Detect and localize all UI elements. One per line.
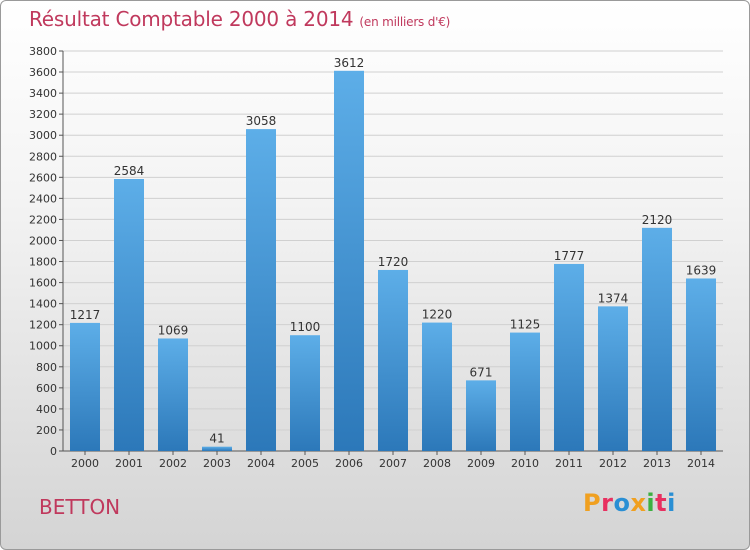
bar-2014 [686,278,716,451]
data-label-2007: 1720 [378,255,409,269]
y-tick-labels: 0 200 400 600 800 1000 1200 1400 1600 1800 2000 220… [29,45,57,458]
chart-subtitle: (en milliers d'€) [359,15,451,29]
y-tick-label: 1800 [29,256,57,269]
data-label-2003: 41 [209,432,224,446]
x-tick-label-2002: 2002 [159,457,187,470]
data-label-2001: 2584 [114,164,145,178]
bar-2012 [598,306,628,451]
data-label-2009: 671 [470,365,493,379]
y-tick-label: 400 [36,403,57,416]
logo-letter: i [646,489,656,517]
y-tick-label: 3000 [29,129,57,142]
y-tick-label: 3200 [29,108,57,121]
x-tick-label-2003: 2003 [203,457,231,470]
data-label-2013: 2120 [642,213,673,227]
data-labels: 1217 2584 1069 41 3058 1100 3612 1720 1220 671 112… [70,56,717,446]
x-tick-label-2008: 2008 [423,457,451,470]
x-tick-label-2004: 2004 [247,457,275,470]
proxiti-logo: Proxiti [583,489,676,517]
x-tick-label-2014: 2014 [687,457,715,470]
logo-letter: P [583,489,602,517]
bar-2010 [510,332,540,451]
y-tick-label: 2200 [29,213,57,226]
y-tick-label: 2000 [29,234,57,247]
bar-2000 [70,322,100,451]
y-tick-label: 1000 [29,340,57,353]
x-tick-label-2011: 2011 [555,457,583,470]
x-tick-label-2000: 2000 [71,457,99,470]
x-tick-label-2010: 2010 [511,457,539,470]
bar-2009 [466,380,496,451]
bar-2006 [334,70,364,451]
x-tick-label-2007: 2007 [379,457,407,470]
commune-name: BETTON [39,495,121,519]
y-tick-label: 2800 [29,150,57,163]
data-label-2014: 1639 [686,263,717,277]
bar-2001 [114,179,144,451]
y-tick-label: 3800 [29,45,57,58]
data-label-2012: 1374 [598,291,629,305]
bar-2007 [378,269,408,451]
y-tick-label: 1200 [29,319,57,332]
bars [70,70,716,451]
data-label-2002: 1069 [158,323,189,337]
bar-2008 [422,322,452,451]
x-tick-label-2009: 2009 [467,457,495,470]
y-tick-label: 3600 [29,66,57,79]
bar-2011 [554,263,584,451]
data-label-2008: 1220 [422,308,453,322]
y-tick-label: 2600 [29,171,57,184]
bar-2005 [290,335,320,451]
y-tick-label: 800 [36,361,57,374]
x-tick-label-2005: 2005 [291,457,319,470]
x-tick-label-2001: 2001 [115,457,143,470]
bar-2004 [246,129,276,451]
data-label-2004: 3058 [246,114,277,128]
y-tick-label: 3400 [29,87,57,100]
x-tick-label-2012: 2012 [599,457,627,470]
data-label-2000: 1217 [70,308,101,322]
title-text: Résultat Comptable 2000 à 2014 [29,7,354,31]
bar-2013 [642,227,672,451]
y-tick-label: 1400 [29,298,57,311]
data-label-2006: 3612 [334,56,365,70]
logo-letter: r [601,489,614,517]
logo-letter: x [630,489,647,517]
data-label-2010: 1125 [510,318,541,332]
x-tick-label-2006: 2006 [335,457,363,470]
y-tick-label: 600 [36,382,57,395]
y-tick-label: 1600 [29,277,57,290]
x-tick-label-2013: 2013 [643,457,671,470]
y-tick-label: 2400 [29,192,57,205]
bar-2002 [158,338,188,451]
chart-title: Résultat Comptable 2000 à 2014 (en millie… [29,7,450,31]
y-tick-label: 0 [50,445,57,458]
data-label-2011: 1777 [554,249,585,263]
logo-letter: t [655,489,668,517]
x-tick-labels: 2000 2001 2002 2003 2004 2005 2006 2007 2008 2009… [71,451,715,470]
data-label-2005: 1100 [290,320,321,334]
bar-2003 [202,446,232,451]
y-tick-label: 200 [36,424,57,437]
logo-letter: o [613,489,631,517]
logo-letter: i [667,489,676,517]
